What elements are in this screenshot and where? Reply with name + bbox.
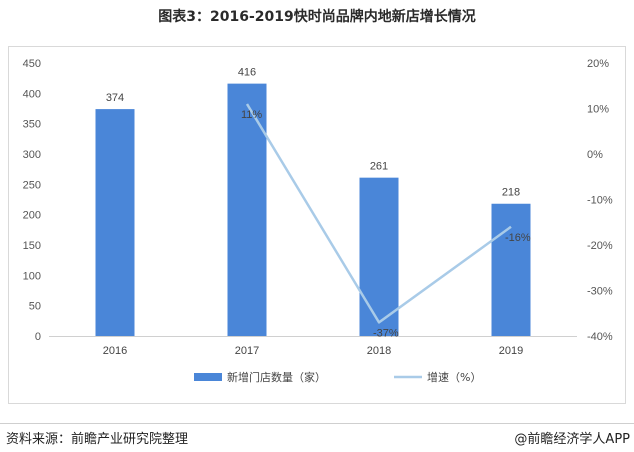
line-value-label: -16% bbox=[505, 232, 531, 244]
y-left-tick-label: 300 bbox=[23, 149, 41, 161]
bar bbox=[359, 177, 399, 336]
bar bbox=[491, 203, 531, 336]
bar bbox=[227, 83, 267, 336]
y-right-tick-label: 0% bbox=[587, 149, 603, 161]
y-right-tick-label: -20% bbox=[587, 240, 613, 252]
y-left-tick-label: 100 bbox=[23, 270, 41, 282]
bar-value-label: 416 bbox=[238, 67, 256, 79]
y-left-tick-label: 250 bbox=[23, 179, 41, 191]
y-left-tick-label: 450 bbox=[23, 58, 41, 70]
chart-area: 0 50 100 150 200 250 300 350 400 450 -40% -30% -20% -… bbox=[8, 46, 626, 404]
x-tick-label: 2019 bbox=[499, 345, 523, 357]
x-tick-label: 2016 bbox=[103, 345, 127, 357]
legend-bar-swatch bbox=[194, 373, 222, 381]
y-left-tick-label: 400 bbox=[23, 88, 41, 100]
y-right-tick-label: 20% bbox=[587, 58, 609, 70]
y-left-tick-label: 50 bbox=[29, 301, 41, 313]
bar-value-label: 374 bbox=[106, 92, 124, 104]
combo-chart: 0 50 100 150 200 250 300 350 400 450 -40% -30% -20% -… bbox=[23, 58, 613, 384]
y-left-tick-label: 350 bbox=[23, 119, 41, 131]
bar-value-label: 261 bbox=[370, 161, 388, 173]
y-right-tick-label: -40% bbox=[587, 331, 613, 343]
x-tick-label: 2017 bbox=[235, 345, 259, 357]
line-value-label: 11% bbox=[241, 109, 262, 121]
y-left-tick-label: 150 bbox=[23, 240, 41, 252]
line-value-label: -37% bbox=[373, 327, 399, 339]
y-left-tick-label: 0 bbox=[35, 331, 41, 343]
y-right-tick-label: -30% bbox=[587, 286, 613, 298]
publisher-credit: @前瞻经济学人APP bbox=[514, 432, 630, 447]
bar-value-label: 218 bbox=[502, 187, 520, 199]
legend-bar-label: 新增门店数量（家） bbox=[227, 370, 326, 384]
growth-line bbox=[245, 103, 512, 324]
x-tick-label: 2018 bbox=[367, 345, 391, 357]
y-right-tick-label: -10% bbox=[587, 195, 613, 207]
legend-line-label: 增速（%） bbox=[427, 370, 481, 384]
y-right-tick-label: 10% bbox=[587, 104, 609, 116]
source-note: 资料来源：前瞻产业研究院整理 bbox=[6, 432, 189, 447]
bar bbox=[95, 109, 135, 337]
y-left-tick-label: 200 bbox=[23, 210, 41, 222]
chart-title: 图表3：2016-2019快时尚品牌内地新店增长情况 bbox=[158, 9, 476, 25]
footer: 资料来源：前瞻产业研究院整理 @前瞻经济学人APP bbox=[0, 423, 634, 452]
